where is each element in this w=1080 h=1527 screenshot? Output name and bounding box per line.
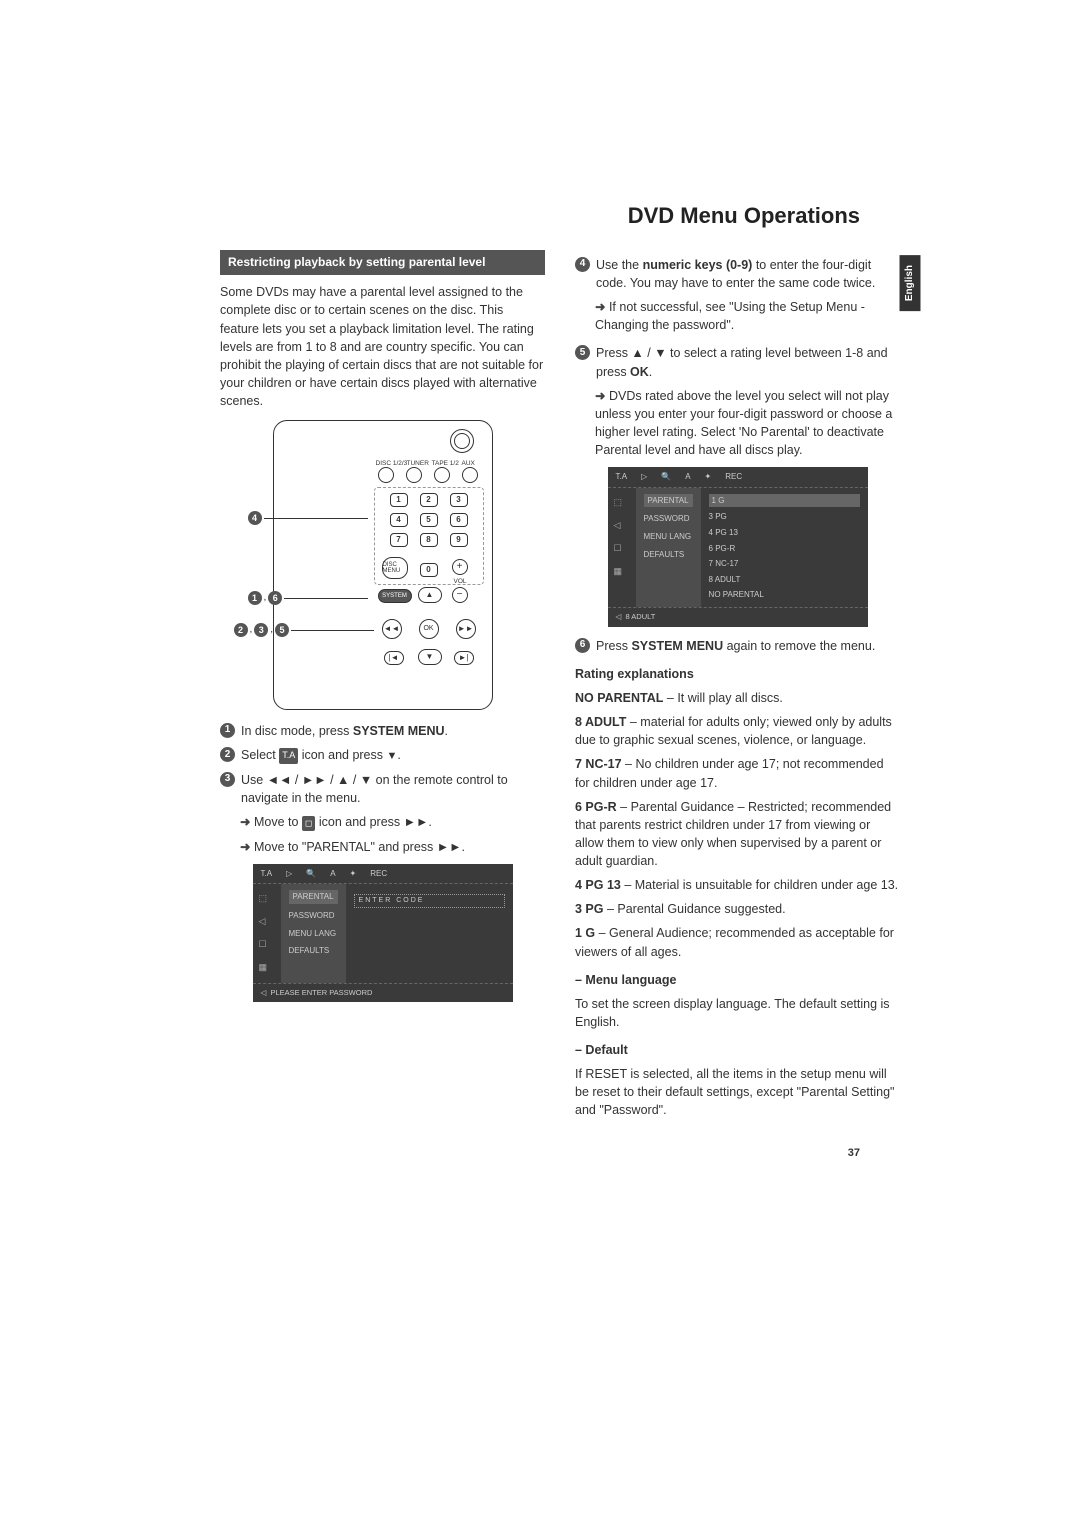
- menu-lang-text: To set the screen display language. The …: [575, 995, 900, 1031]
- default-title: – Default: [575, 1041, 900, 1059]
- step-4-sub: If not successful, see "Using the Setup …: [595, 298, 900, 334]
- rating-3: 3 PG – Parental Guidance suggested.: [575, 900, 900, 918]
- settings-icon: T.A: [279, 748, 298, 763]
- lock-icon: ◻: [302, 816, 315, 831]
- page-number: 37: [220, 1146, 900, 1162]
- step-5-sub: DVDs rated above the level you select wi…: [595, 387, 900, 460]
- right-column: 4 Use the numeric keys (0-9) to enter th…: [575, 250, 900, 1126]
- rating-7: 7 NC-17 – No children under age 17; not …: [575, 755, 900, 791]
- menu-screenshot-2: T.A ▷ 🔍 A ✦ REC ⬚ ◁ ☐ ▦ PARENTAL: [608, 467, 868, 627]
- page-title: DVD Menu Operations: [220, 200, 900, 232]
- section-header: Restricting playback by setting parental…: [220, 250, 545, 275]
- step-6: 6 Press SYSTEM MENU again to remove the …: [575, 637, 900, 655]
- ratings-title: Rating explanations: [575, 665, 900, 683]
- remote-diagram: DISC 1/2/3 TUNER TAPE 1/2 AUX 1 2 3 4 5: [273, 420, 493, 710]
- menu-lang-title: – Menu language: [575, 971, 900, 989]
- step-3: 3 Use ◄◄ / ►► / ▲ / ▼ on the remote cont…: [220, 771, 545, 807]
- rating-4: 4 PG 13 – Material is unsuitable for chi…: [575, 876, 900, 894]
- step-1: 1 In disc mode, press SYSTEM MENU.: [220, 722, 545, 740]
- step-3-sub2: Move to "PARENTAL" and press ►►.: [240, 838, 545, 856]
- rating-6: 6 PG-R – Parental Guidance – Restricted;…: [575, 798, 900, 871]
- menu-screenshot-1: T.A ▷ 🔍 A ✦ REC ⬚ ◁ ☐ ▦ PARENTAL: [253, 864, 513, 1003]
- default-text: If RESET is selected, all the items in t…: [575, 1065, 900, 1119]
- rating-8: 8 ADULT – material for adults only; view…: [575, 713, 900, 749]
- step-2: 2 Select T.A icon and press ▼.: [220, 746, 545, 765]
- step-4: 4 Use the numeric keys (0-9) to enter th…: [575, 256, 900, 292]
- step-5: 5 Press ▲ / ▼ to select a rating level b…: [575, 344, 900, 380]
- rating-1: 1 G – General Audience; recommended as a…: [575, 924, 900, 960]
- intro-text: Some DVDs may have a parental level assi…: [220, 283, 545, 410]
- step-3-sub1: Move to ◻ icon and press ►►.: [240, 813, 545, 831]
- rating-no-parental: NO PARENTAL – It will play all discs.: [575, 689, 900, 707]
- left-column: Restricting playback by setting parental…: [220, 250, 545, 1126]
